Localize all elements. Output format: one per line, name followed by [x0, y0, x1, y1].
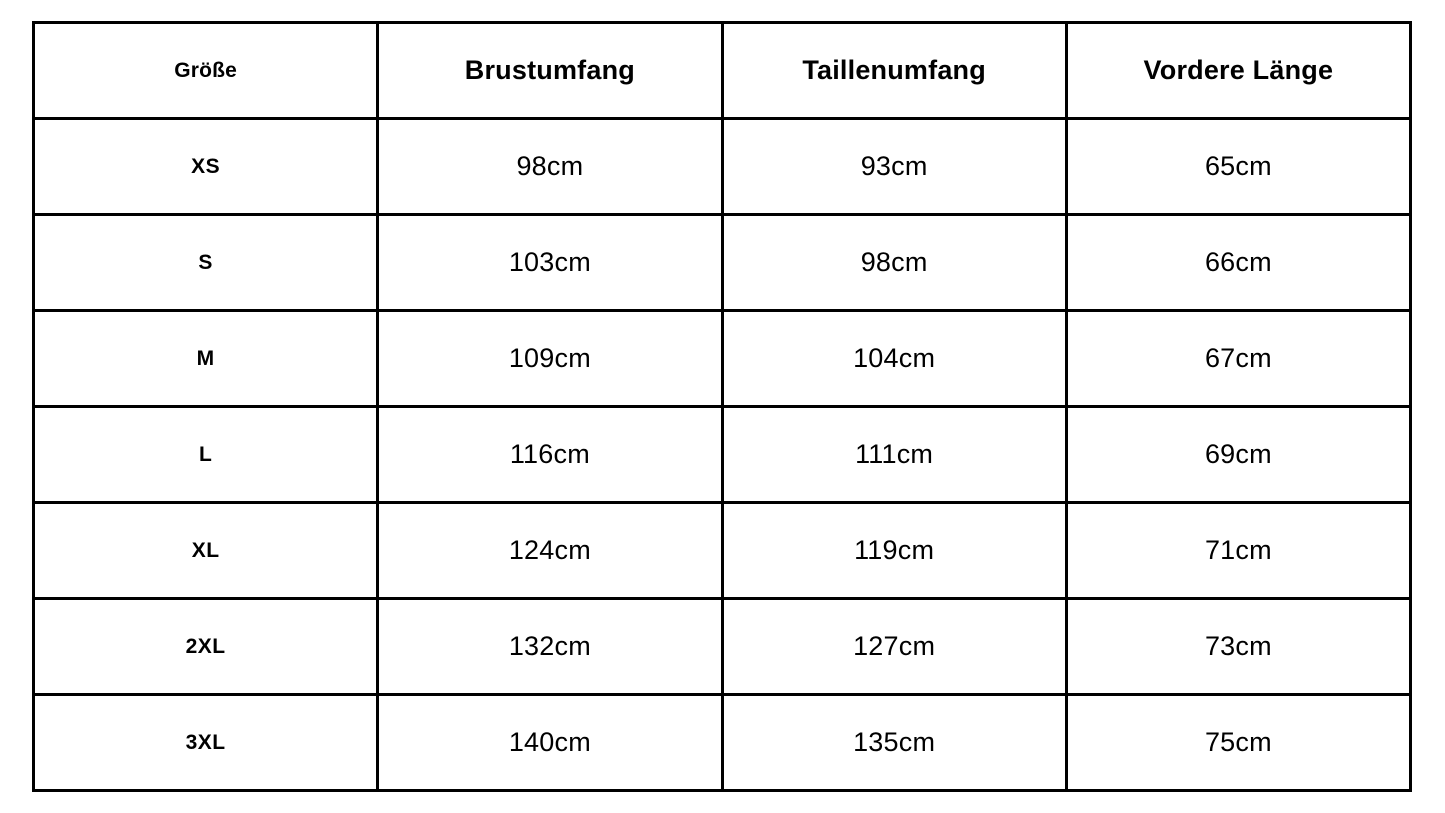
size-cell: XL: [31, 501, 380, 600]
table-row-xs: XS 98cm 93cm 65cm: [31, 117, 1413, 216]
measurement-cell-front-length: 66cm: [1064, 213, 1413, 312]
size-cell: M: [31, 309, 380, 408]
column-header-taillenumfang: Taillenumfang: [720, 21, 1068, 120]
column-header-vordere-laenge: Vordere Länge: [1064, 21, 1413, 120]
table-row-xl: XL 124cm 119cm 71cm: [31, 501, 1413, 600]
size-cell: 3XL: [31, 693, 380, 792]
table-row-l: L 116cm 111cm 69cm: [31, 405, 1413, 504]
column-header-groesse: Größe: [31, 21, 380, 120]
measurement-cell-chest: 103cm: [376, 213, 724, 312]
measurement-cell-chest: 140cm: [376, 693, 724, 792]
measurement-cell-front-length: 67cm: [1064, 309, 1413, 408]
table-body: XS 98cm 93cm 65cm S 103cm 98cm 66cm M 10…: [31, 117, 1413, 792]
measurement-cell-waist: 127cm: [720, 597, 1068, 696]
measurement-cell-front-length: 71cm: [1064, 501, 1413, 600]
measurement-cell-waist: 93cm: [720, 117, 1068, 216]
measurement-cell-chest: 124cm: [376, 501, 724, 600]
table-row-2xl: 2XL 132cm 127cm 73cm: [31, 597, 1413, 696]
measurement-cell-waist: 119cm: [720, 501, 1068, 600]
size-cell: 2XL: [31, 597, 380, 696]
column-header-brustumfang: Brustumfang: [376, 21, 724, 120]
measurement-cell-waist: 98cm: [720, 213, 1068, 312]
measurement-cell-waist: 135cm: [720, 693, 1068, 792]
measurement-cell-waist: 111cm: [720, 405, 1068, 504]
size-cell: XS: [31, 117, 380, 216]
measurement-cell-front-length: 75cm: [1064, 693, 1413, 792]
measurement-cell-front-length: 73cm: [1064, 597, 1413, 696]
size-chart-table: Größe Brustumfang Taillenumfang Vordere …: [31, 21, 1413, 792]
measurement-cell-chest: 132cm: [376, 597, 724, 696]
measurement-cell-chest: 116cm: [376, 405, 724, 504]
measurement-cell-chest: 98cm: [376, 117, 724, 216]
table-row-3xl: 3XL 140cm 135cm 75cm: [31, 693, 1413, 792]
table-header: Größe Brustumfang Taillenumfang Vordere …: [31, 21, 1413, 120]
size-cell: S: [31, 213, 380, 312]
size-cell: L: [31, 405, 380, 504]
measurement-cell-chest: 109cm: [376, 309, 724, 408]
table-row-m: M 109cm 104cm 67cm: [31, 309, 1413, 408]
table-row-s: S 103cm 98cm 66cm: [31, 213, 1413, 312]
measurement-cell-front-length: 69cm: [1064, 405, 1413, 504]
header-row: Größe Brustumfang Taillenumfang Vordere …: [31, 21, 1413, 120]
measurement-cell-front-length: 65cm: [1064, 117, 1413, 216]
measurement-cell-waist: 104cm: [720, 309, 1068, 408]
